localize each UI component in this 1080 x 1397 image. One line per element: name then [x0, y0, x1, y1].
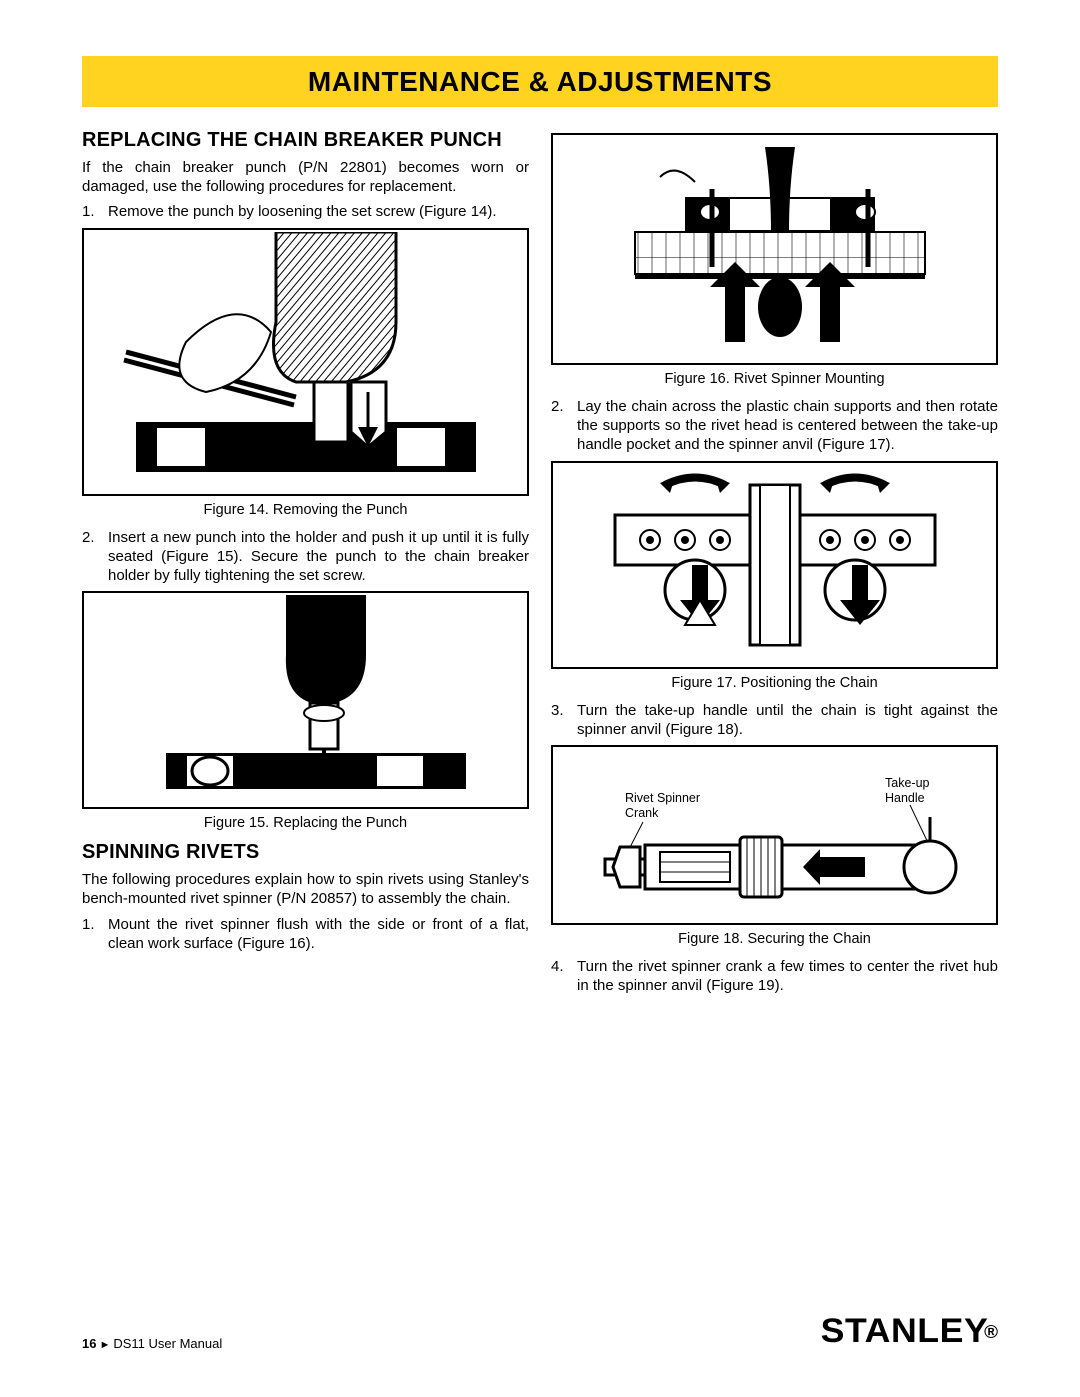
steps-spinning-rivets: Mount the rivet spinner flush with the s… [82, 915, 529, 953]
steps-spin-3: Turn the take-up handle until the chain … [551, 701, 998, 739]
banner-title: MAINTENANCE & ADJUSTMENTS [82, 66, 998, 98]
spin-step-4: Turn the rivet spinner crank a few times… [551, 957, 998, 995]
fig18-label-right: Take-up [885, 776, 930, 790]
figure-15 [82, 591, 529, 809]
figure-16 [551, 133, 998, 365]
brand-text: STANLEY [820, 1312, 988, 1350]
caption-18: Figure 18. Securing the Chain [551, 931, 998, 947]
two-column-layout: REPLACING THE CHAIN BREAKER PUNCH If the… [82, 129, 998, 1001]
footer-pageref: 16►DS11 User Manual [82, 1336, 222, 1351]
section-banner: MAINTENANCE & ADJUSTMENTS [82, 56, 998, 107]
figure-14 [82, 228, 529, 496]
heading-spinning-rivets: SPINNING RIVETS [82, 841, 529, 864]
right-column: Figure 16. Rivet Spinner Mounting Lay th… [551, 129, 998, 1001]
spin-step-2: Lay the chain across the plastic chain s… [551, 397, 998, 455]
figure-17 [551, 461, 998, 669]
steps-spin-4: Turn the rivet spinner crank a few times… [551, 957, 998, 995]
steps-replacing-punch-2: Insert a new punch into the holder and p… [82, 528, 529, 586]
steps-replacing-punch: Remove the punch by loosening the set sc… [82, 202, 529, 221]
page-number: 16 [82, 1336, 96, 1351]
svg-text:Crank: Crank [625, 806, 659, 820]
steps-spin-2: Lay the chain across the plastic chain s… [551, 397, 998, 455]
replace-step-2: Insert a new punch into the holder and p… [82, 528, 529, 586]
replace-step-1: Remove the punch by loosening the set sc… [82, 202, 529, 221]
fig18-label-left: Rivet Spinner [625, 791, 700, 805]
brand-logo: STANLEY® [820, 1308, 1002, 1351]
intro-spinning-rivets: The following procedures explain how to … [82, 870, 529, 908]
heading-replacing-punch: REPLACING THE CHAIN BREAKER PUNCH [82, 129, 529, 152]
svg-text:Handle: Handle [885, 791, 925, 805]
left-column: REPLACING THE CHAIN BREAKER PUNCH If the… [82, 129, 529, 1001]
intro-replacing-punch: If the chain breaker punch (P/N 22801) b… [82, 158, 529, 196]
doc-title: DS11 User Manual [113, 1336, 222, 1351]
figure-18: Rivet Spinner Crank Take-up Handle [551, 745, 998, 925]
caption-17: Figure 17. Positioning the Chain [551, 675, 998, 691]
caption-16: Figure 16. Rivet Spinner Mounting [551, 371, 998, 387]
triangle-icon: ► [99, 1339, 110, 1351]
spin-step-3: Turn the take-up handle until the chain … [551, 701, 998, 739]
caption-15: Figure 15. Replacing the Punch [82, 815, 529, 831]
caption-14: Figure 14. Removing the Punch [82, 502, 529, 518]
page-footer: 16►DS11 User Manual STANLEY® [82, 1308, 998, 1351]
spin-step-1: Mount the rivet spinner flush with the s… [82, 915, 529, 953]
